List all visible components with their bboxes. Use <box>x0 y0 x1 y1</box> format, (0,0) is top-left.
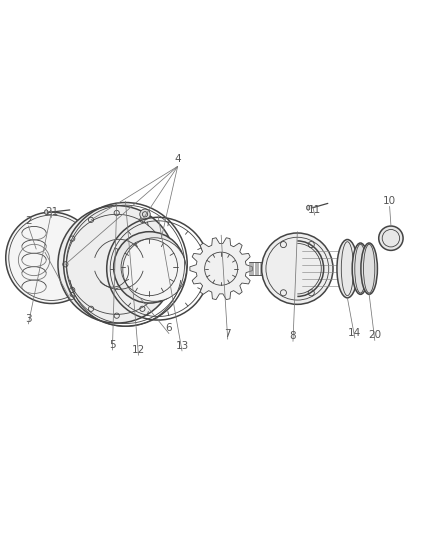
Ellipse shape <box>337 239 358 298</box>
Circle shape <box>379 226 403 251</box>
Text: 5: 5 <box>109 340 116 350</box>
Text: 14: 14 <box>348 328 361 337</box>
Circle shape <box>58 206 176 323</box>
Text: 13: 13 <box>175 341 189 351</box>
Text: 3: 3 <box>25 314 32 324</box>
Ellipse shape <box>361 243 378 294</box>
Text: 12: 12 <box>132 345 145 355</box>
Circle shape <box>6 212 97 303</box>
Text: 6: 6 <box>166 324 172 333</box>
Text: 9: 9 <box>69 292 75 302</box>
Text: 7: 7 <box>224 329 231 339</box>
Text: 21: 21 <box>45 207 58 217</box>
Ellipse shape <box>352 243 369 294</box>
Polygon shape <box>190 238 252 300</box>
Polygon shape <box>45 209 48 215</box>
Circle shape <box>123 238 186 301</box>
Text: 20: 20 <box>368 330 381 340</box>
Circle shape <box>261 233 333 304</box>
Text: 10: 10 <box>383 196 396 206</box>
Circle shape <box>114 232 185 303</box>
Text: 8: 8 <box>290 331 296 341</box>
Text: 2: 2 <box>25 216 32 226</box>
Text: 11: 11 <box>308 205 321 215</box>
Text: 4: 4 <box>174 155 181 165</box>
Circle shape <box>140 209 150 220</box>
Polygon shape <box>307 205 310 211</box>
